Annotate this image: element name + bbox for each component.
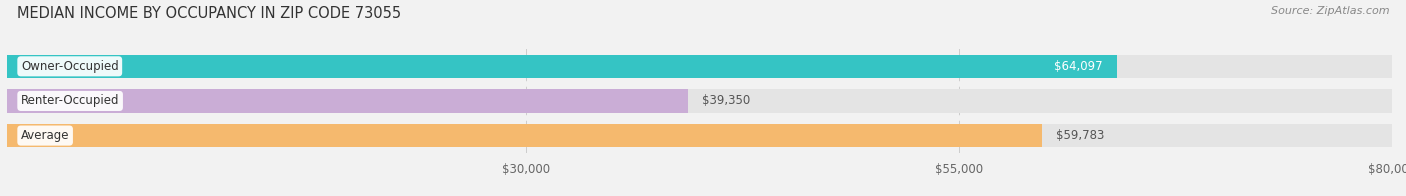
Text: Renter-Occupied: Renter-Occupied xyxy=(21,94,120,107)
Bar xyxy=(7,124,1392,147)
Bar xyxy=(7,54,1116,78)
Text: $59,783: $59,783 xyxy=(1056,129,1104,142)
Bar xyxy=(7,89,688,113)
Text: MEDIAN INCOME BY OCCUPANCY IN ZIP CODE 73055: MEDIAN INCOME BY OCCUPANCY IN ZIP CODE 7… xyxy=(17,6,401,21)
Text: $39,350: $39,350 xyxy=(702,94,751,107)
Text: Source: ZipAtlas.com: Source: ZipAtlas.com xyxy=(1271,6,1389,16)
Bar xyxy=(7,54,1392,78)
Text: Average: Average xyxy=(21,129,69,142)
Bar xyxy=(7,89,1392,113)
Text: Owner-Occupied: Owner-Occupied xyxy=(21,60,118,73)
Bar xyxy=(7,124,1042,147)
Text: $64,097: $64,097 xyxy=(1054,60,1102,73)
